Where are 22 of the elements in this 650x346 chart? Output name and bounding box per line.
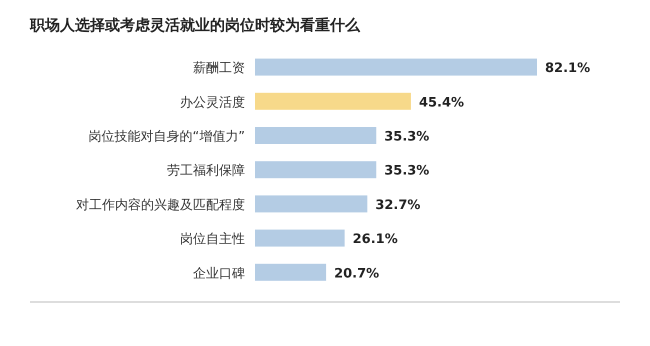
data-label: 45.4% [418,95,464,110]
y-tick-label: 岗位自主性 [180,231,245,248]
bar [255,230,345,247]
y-tick-label: 薪酬工资 [193,61,245,76]
bar [255,195,368,212]
y-tick-label: 企业口碑 [193,266,245,282]
data-label: 26.1% [352,232,398,248]
bar [255,92,411,110]
y-tick-label: 劳工福利保障 [167,164,245,179]
data-label: 20.7% [334,266,380,282]
bar [255,264,326,281]
bar [255,161,376,178]
y-tick-label: 岗位技能对自身的“增值力” [88,130,245,144]
y-tick-label: 办公灵活度 [180,94,245,110]
y-tick-label: 对工作内容的兴趣及匹配程度 [76,196,245,213]
bar [255,58,537,76]
data-label: 35.3% [384,130,430,144]
chart-title: 职场人选择或考虑灵活就业的岗位时较为看重什么 [29,16,361,34]
data-label: 35.3% [384,164,430,179]
bar [255,127,376,144]
data-label: 32.7% [375,198,420,213]
data-label: 82.1% [545,61,590,76]
